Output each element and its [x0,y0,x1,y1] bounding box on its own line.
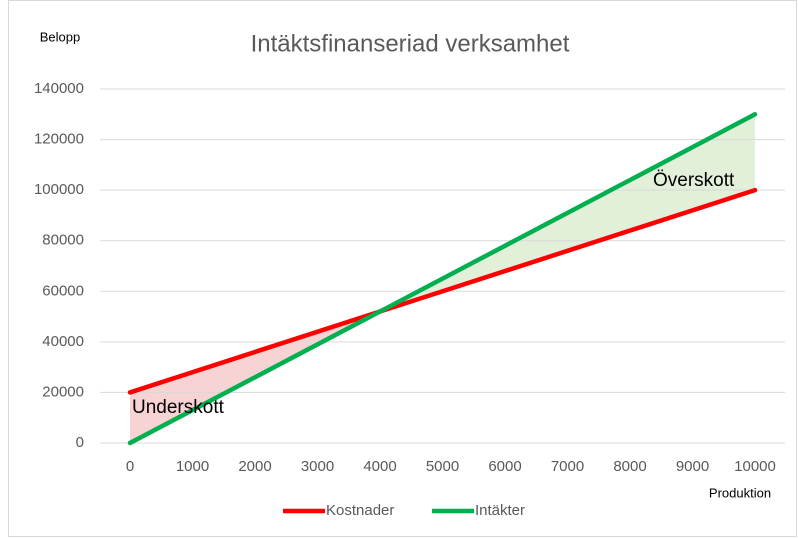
x-tick-label: 4000 [363,458,396,475]
x-tick-label: 0 [126,458,134,475]
x-tick-label: 9000 [676,458,709,475]
annotation: Överskott [653,170,735,191]
x-axis-label: Produktion [709,485,771,500]
x-tick-label: 7000 [551,458,584,475]
x-tick-label: 1000 [176,458,209,475]
x-tick-label: 3000 [301,458,334,475]
y-tick-label: 80000 [42,232,84,249]
annotation: Underskott [132,397,225,418]
y-axis-label: Belopp [40,29,80,44]
x-tick-label: 6000 [488,458,521,475]
x-tick-label: 8000 [613,458,646,475]
chart-title: Intäktsfinanseriad verksamhet [251,30,570,57]
y-tick-label: 20000 [42,383,84,400]
y-tick-label: 60000 [42,282,84,299]
chart-border [8,0,797,537]
y-tick-label: 40000 [42,333,84,350]
x-tick-label: 5000 [426,458,459,475]
line-series [127,187,758,395]
y-tick-label: 0 [76,434,84,451]
y-tick-label: 100000 [34,181,84,198]
legend-label: Kostnader [326,502,394,519]
y-tick-label: 140000 [34,80,84,97]
x-tick-label: 10000 [734,458,776,475]
x-tick-label: 2000 [238,458,271,475]
legend-label: Intäkter [475,502,525,519]
y-tick-label: 120000 [34,131,84,148]
line-series [127,112,758,446]
